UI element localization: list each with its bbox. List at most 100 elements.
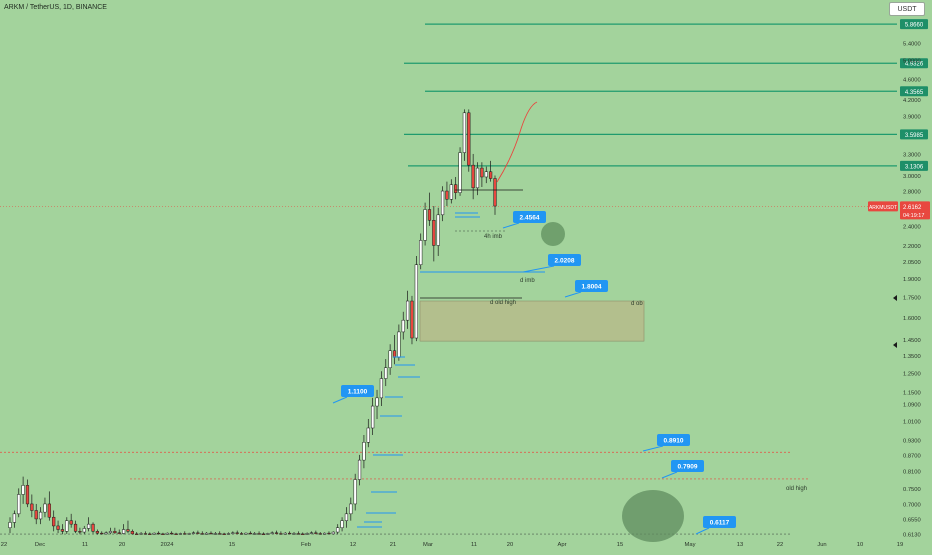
candle-body[interactable] bbox=[379, 378, 384, 399]
candle-body[interactable] bbox=[139, 533, 143, 535]
callout-box-0-8910[interactable] bbox=[657, 434, 690, 446]
candle-body[interactable] bbox=[170, 532, 174, 535]
candle-body[interactable] bbox=[266, 533, 270, 535]
candle-body[interactable] bbox=[38, 511, 43, 520]
candle-body[interactable] bbox=[471, 164, 475, 189]
candle-body[interactable] bbox=[87, 523, 91, 529]
candle-body[interactable] bbox=[467, 112, 471, 166]
candle-body[interactable] bbox=[52, 516, 56, 527]
callout-box-1-8004[interactable] bbox=[575, 280, 608, 292]
candle-body[interactable] bbox=[475, 167, 480, 189]
candle-body[interactable] bbox=[222, 533, 226, 535]
candle-body[interactable] bbox=[235, 532, 239, 534]
candle-body[interactable] bbox=[183, 533, 187, 535]
candle-body[interactable] bbox=[196, 532, 200, 534]
candle-body[interactable] bbox=[78, 531, 82, 533]
candle-body[interactable] bbox=[73, 523, 78, 532]
candle-body[interactable] bbox=[231, 532, 235, 534]
candle-body[interactable] bbox=[292, 533, 296, 535]
candle-body[interactable] bbox=[248, 532, 252, 535]
candle-body[interactable] bbox=[414, 264, 418, 339]
candle-body[interactable] bbox=[156, 532, 161, 535]
candle-body[interactable] bbox=[244, 532, 248, 535]
candle-body[interactable] bbox=[104, 532, 108, 535]
candle-body[interactable] bbox=[126, 529, 130, 532]
candle-body[interactable] bbox=[191, 532, 196, 534]
candle-body[interactable] bbox=[423, 209, 427, 241]
candle-body[interactable] bbox=[205, 532, 209, 535]
candle-body[interactable] bbox=[331, 531, 335, 535]
candle-body[interactable] bbox=[65, 520, 69, 532]
candle-body[interactable] bbox=[288, 532, 292, 535]
candle-body[interactable] bbox=[445, 190, 449, 200]
candle-body[interactable] bbox=[69, 520, 73, 525]
candle-body[interactable] bbox=[362, 442, 366, 461]
candle-body[interactable] bbox=[47, 503, 51, 518]
candle-body[interactable] bbox=[340, 520, 344, 528]
candle-body[interactable] bbox=[60, 529, 65, 532]
candle-body[interactable] bbox=[318, 533, 322, 535]
candle-body[interactable] bbox=[257, 533, 261, 535]
candle-body[interactable] bbox=[113, 531, 117, 534]
candle-body[interactable] bbox=[200, 533, 204, 535]
candle-body[interactable] bbox=[152, 532, 156, 535]
candle-body[interactable] bbox=[353, 479, 357, 505]
candle-body[interactable] bbox=[174, 533, 178, 535]
candle-body[interactable] bbox=[209, 532, 213, 535]
candle-body[interactable] bbox=[165, 532, 169, 535]
candle-body[interactable] bbox=[327, 532, 331, 535]
candle-body[interactable] bbox=[283, 532, 287, 535]
candle-body[interactable] bbox=[178, 533, 183, 535]
candle-body[interactable] bbox=[187, 533, 191, 535]
candle-body[interactable] bbox=[95, 531, 99, 534]
candle-body[interactable] bbox=[454, 184, 458, 193]
candle-body[interactable] bbox=[56, 525, 60, 530]
candle-body[interactable] bbox=[213, 533, 217, 535]
candle-body[interactable] bbox=[226, 533, 231, 535]
candle-body[interactable] bbox=[91, 523, 95, 532]
candle-body[interactable] bbox=[493, 178, 497, 207]
candle-body[interactable] bbox=[261, 533, 266, 535]
candle-body[interactable] bbox=[432, 220, 436, 246]
candle-body[interactable] bbox=[401, 319, 405, 333]
candle-body[interactable] bbox=[419, 240, 423, 265]
candle-body[interactable] bbox=[392, 350, 397, 358]
candle-body[interactable] bbox=[449, 184, 453, 200]
candle-body[interactable] bbox=[489, 171, 493, 179]
candle-body[interactable] bbox=[484, 171, 488, 178]
candle-body[interactable] bbox=[17, 494, 21, 515]
candle-body[interactable] bbox=[274, 532, 279, 534]
candle-body[interactable] bbox=[21, 485, 25, 495]
candle-body[interactable] bbox=[239, 533, 244, 535]
candle-body[interactable] bbox=[30, 503, 34, 511]
candle-body[interactable] bbox=[375, 397, 379, 407]
candle-body[interactable] bbox=[440, 190, 445, 216]
candle-body[interactable] bbox=[388, 350, 392, 368]
candle-body[interactable] bbox=[34, 510, 38, 520]
candle-body[interactable] bbox=[322, 532, 327, 535]
candle-body[interactable] bbox=[384, 367, 388, 379]
candle-body[interactable] bbox=[253, 533, 257, 535]
candle-body[interactable] bbox=[82, 528, 86, 533]
currency-button[interactable]: USDT bbox=[889, 2, 925, 16]
candle-body[interactable] bbox=[108, 531, 113, 534]
callout-box-1-1100[interactable] bbox=[341, 385, 374, 397]
candle-body[interactable] bbox=[305, 533, 309, 535]
callout-box-0-7909[interactable] bbox=[671, 460, 704, 472]
candle-body[interactable] bbox=[43, 503, 47, 513]
candle-body[interactable] bbox=[121, 529, 126, 534]
candle-body[interactable] bbox=[366, 427, 370, 443]
candle-body[interactable] bbox=[25, 485, 30, 505]
candle-body[interactable] bbox=[410, 300, 414, 339]
candle-body[interactable] bbox=[100, 532, 104, 535]
callout-box-0-6117[interactable] bbox=[703, 516, 736, 528]
candle-body[interactable] bbox=[357, 459, 362, 480]
candle-body[interactable] bbox=[406, 300, 410, 321]
candle-body[interactable] bbox=[296, 533, 300, 535]
candle-body[interactable] bbox=[458, 152, 462, 193]
candle-body[interactable] bbox=[336, 527, 340, 533]
candle-body[interactable] bbox=[161, 533, 165, 535]
candle-body[interactable] bbox=[279, 533, 283, 535]
candle-body[interactable] bbox=[462, 112, 467, 153]
candle-body[interactable] bbox=[397, 331, 401, 358]
